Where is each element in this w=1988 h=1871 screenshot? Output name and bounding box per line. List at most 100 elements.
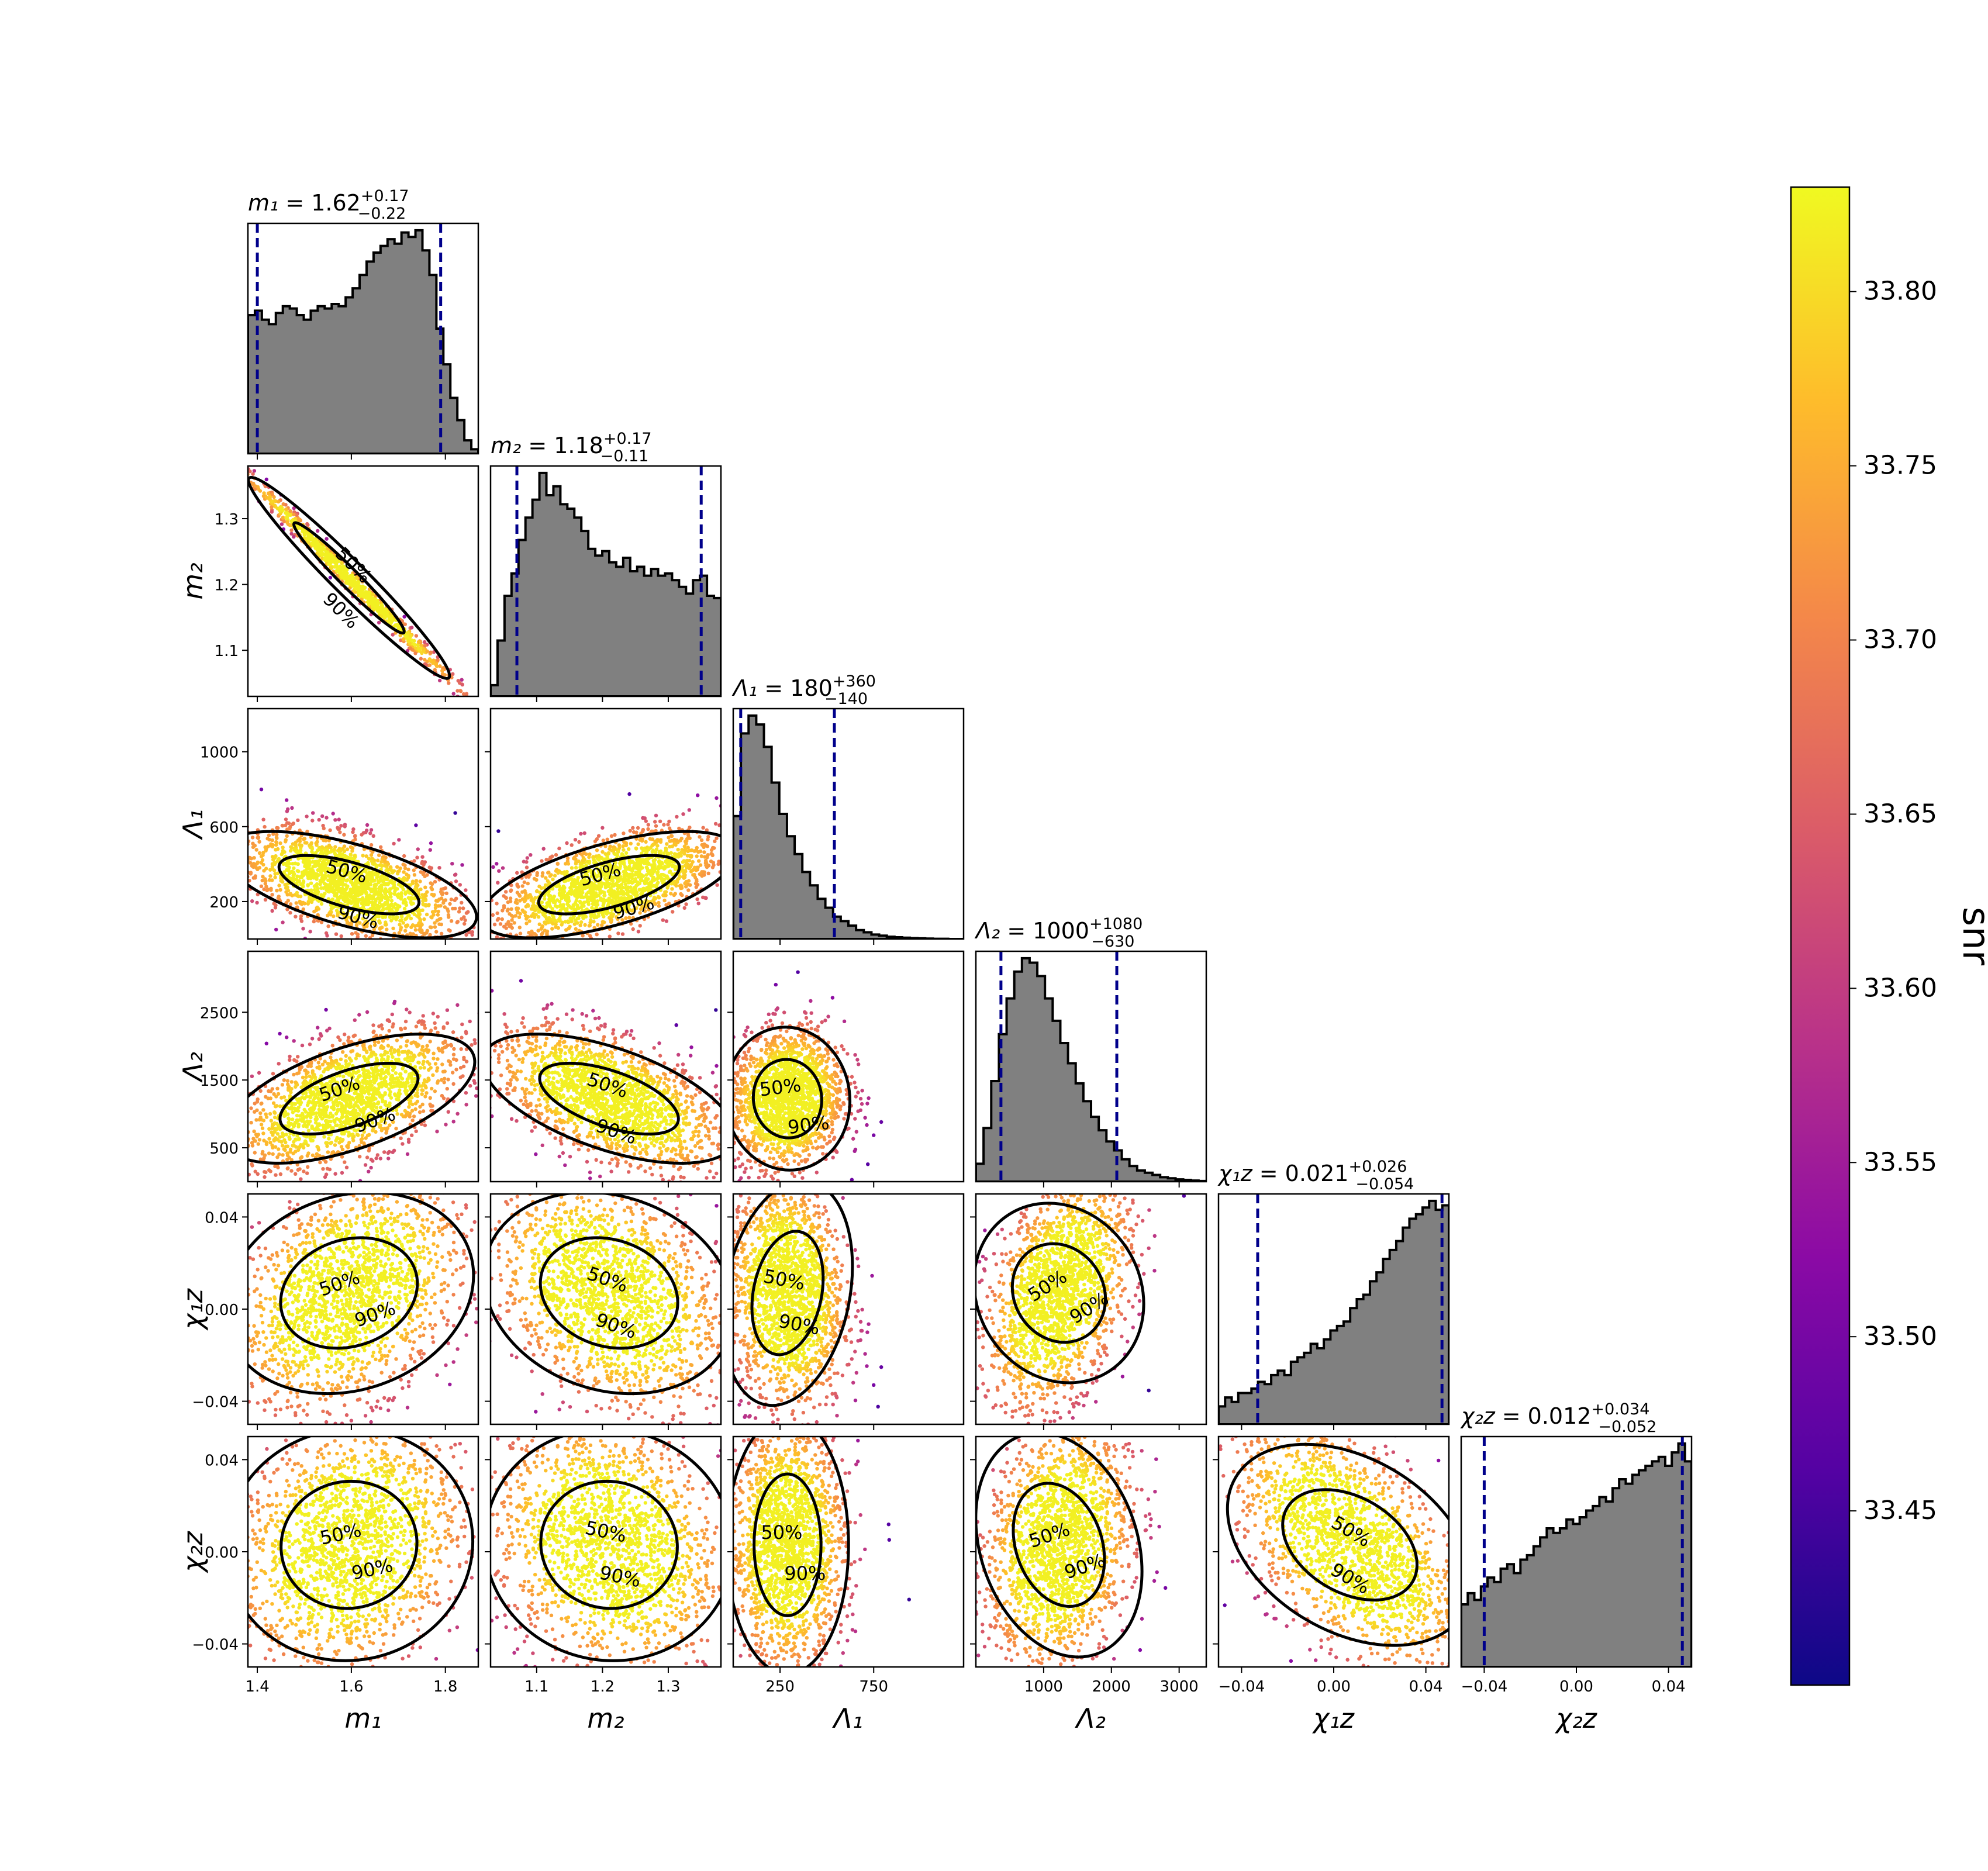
scatter-point xyxy=(312,919,316,924)
scatter-point xyxy=(305,872,309,876)
scatter-point xyxy=(433,668,437,672)
scatter-point xyxy=(316,548,321,553)
scatter-point xyxy=(497,869,501,873)
scatter-point xyxy=(367,602,371,606)
title-L1: Λ₁ = 180+360 −140 xyxy=(731,672,876,708)
scatter-point xyxy=(553,874,557,878)
scatter-point xyxy=(374,865,379,869)
scatter-point xyxy=(629,841,633,845)
scatter-point xyxy=(453,906,457,911)
scatter-point xyxy=(361,854,365,858)
scatter-point xyxy=(351,827,356,831)
scatter-point xyxy=(504,926,508,930)
scatter-point xyxy=(353,580,358,585)
scatter-point xyxy=(319,902,324,906)
scatter-point xyxy=(475,697,478,700)
scatter-point xyxy=(388,915,392,919)
scatter-point xyxy=(294,914,298,919)
scatter-point xyxy=(394,1127,398,1131)
scatter-point xyxy=(321,863,325,867)
scatter-point xyxy=(284,817,288,821)
scatter-point xyxy=(455,941,459,944)
scatter-point xyxy=(270,865,275,869)
scatter-point xyxy=(248,855,252,859)
scatter-point xyxy=(212,1123,215,1126)
scatter-point xyxy=(435,919,439,923)
scatter-point xyxy=(296,818,300,823)
scatter-point xyxy=(472,884,475,888)
scatter-point xyxy=(669,834,674,838)
scatter-point xyxy=(644,819,648,823)
scatter-point xyxy=(290,822,295,826)
scatter-point xyxy=(418,917,422,921)
scatter-point xyxy=(717,823,721,827)
scatter-point xyxy=(517,915,522,919)
scatter-point xyxy=(213,1202,216,1205)
scatter-point xyxy=(344,854,348,859)
scatter-point xyxy=(342,913,346,917)
scatter-point xyxy=(397,869,401,873)
scatter-point xyxy=(277,895,281,899)
scatter-point xyxy=(628,908,632,912)
scatter-point xyxy=(323,892,327,896)
scatter-point xyxy=(237,1160,240,1164)
scatter-point xyxy=(274,843,278,847)
scatter-point xyxy=(345,847,350,851)
scatter-point xyxy=(391,1055,395,1059)
scatter-point xyxy=(410,1109,415,1113)
scatter-point xyxy=(230,1188,234,1191)
scatter-point xyxy=(603,885,608,890)
scatter-point xyxy=(240,1124,244,1128)
scatter-point xyxy=(429,650,433,654)
scatter-point xyxy=(266,844,270,848)
scatter-point xyxy=(288,523,293,527)
scatter-point xyxy=(675,838,679,843)
scatter-point xyxy=(385,877,390,882)
scatter-point xyxy=(619,886,623,890)
scatter-point xyxy=(518,899,522,903)
scatter-point xyxy=(570,843,574,847)
scatter-point xyxy=(379,888,384,892)
scatter-point xyxy=(682,875,687,879)
scatter-point xyxy=(370,859,374,864)
scatter-point xyxy=(661,918,665,922)
scatter-point xyxy=(464,888,468,892)
scatter-point xyxy=(417,928,422,932)
scatter-point xyxy=(451,692,455,696)
scatter-point xyxy=(612,883,616,888)
scatter-point xyxy=(606,910,610,914)
scatter-point xyxy=(400,1050,405,1054)
scatter-point xyxy=(517,926,522,930)
scatter-point xyxy=(361,584,365,588)
scatter-point xyxy=(651,858,655,863)
scatter-point xyxy=(389,892,393,896)
scatter-point xyxy=(551,921,555,926)
scatter-point xyxy=(345,912,350,916)
scatter-point xyxy=(316,1061,320,1065)
scatter-point xyxy=(285,885,289,889)
scatter-point xyxy=(553,941,557,944)
scatter-point xyxy=(545,931,549,936)
scatter-point xyxy=(686,888,691,892)
scatter-point xyxy=(391,869,396,874)
scatter-point xyxy=(674,883,678,888)
scatter-point xyxy=(243,480,247,484)
scatter-point xyxy=(450,862,454,866)
scatter-point xyxy=(568,916,572,920)
scatter-point xyxy=(275,889,279,893)
scatter-point xyxy=(579,865,584,869)
histogram-bars xyxy=(733,714,964,939)
scatter-point xyxy=(301,529,305,534)
scatter-point xyxy=(369,843,374,847)
scatter-point xyxy=(227,852,230,855)
scatter-point xyxy=(509,889,513,893)
scatter-point xyxy=(385,902,390,906)
scatter-point xyxy=(223,812,226,816)
scatter-point xyxy=(458,883,462,887)
scatter-point xyxy=(285,907,289,912)
scatter-point xyxy=(539,927,543,931)
scatter-point xyxy=(440,669,444,673)
scatter-point xyxy=(360,887,365,892)
scatter-point xyxy=(680,865,685,869)
scatter-point xyxy=(230,461,233,465)
